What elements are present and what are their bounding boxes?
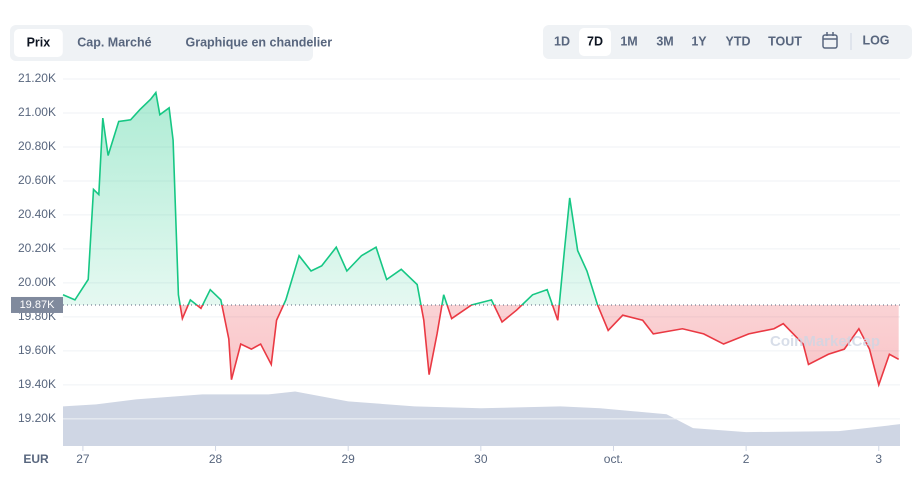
tab[interactable]: Graphique en chandelier [186, 35, 333, 49]
x-tick-label: 29 [342, 452, 356, 466]
y-tick-label: 21.00K [18, 105, 56, 119]
x-tick-label: 30 [474, 452, 488, 466]
y-tick-label: 20.80K [18, 139, 56, 153]
y-tick-label: 19.60K [18, 343, 56, 357]
range-button[interactable]: 1M [620, 34, 637, 48]
y-tick-label: 20.60K [18, 173, 56, 187]
calendar-icon[interactable] [822, 32, 838, 49]
range-button[interactable]: 1Y [691, 34, 707, 48]
area-up [63, 92, 899, 305]
x-tick-label: 27 [76, 452, 90, 466]
tab-active [14, 29, 63, 57]
tab[interactable]: Prix [27, 35, 51, 49]
range-button[interactable]: 1D [554, 34, 570, 48]
x-tick-label: 2 [743, 452, 750, 466]
range-button[interactable]: YTD [726, 34, 751, 48]
area-down [180, 304, 899, 385]
reference-box [11, 296, 63, 313]
line-up [62, 90, 599, 305]
y-tick-label: 19.40K [18, 377, 56, 391]
y-tick-label: 20.40K [18, 207, 56, 221]
range-bar [543, 25, 912, 59]
tab[interactable]: Cap. Marché [77, 35, 151, 49]
tab-bar [10, 25, 313, 61]
range-button[interactable]: 3M [656, 34, 673, 48]
y-tick-label: 20.20K [18, 241, 56, 255]
y-tick-label: 19.20K [18, 411, 56, 425]
x-tick-label: 3 [875, 452, 882, 466]
y-tick-label: 20.00K [18, 275, 56, 289]
currency-label: EUR [23, 452, 49, 466]
range-button[interactable]: 7D [587, 34, 603, 48]
log-toggle[interactable]: LOG [862, 33, 889, 47]
x-tick-label: 28 [209, 452, 223, 466]
y-tick-label: 21.20K [18, 71, 56, 85]
range-active [579, 28, 611, 56]
watermark: CoinMarketCap [770, 333, 880, 350]
range-button[interactable]: TOUT [768, 34, 802, 48]
x-tick-label: oct. [604, 452, 623, 466]
reference-label: 19.87K [20, 299, 56, 311]
line-down [179, 304, 900, 388]
